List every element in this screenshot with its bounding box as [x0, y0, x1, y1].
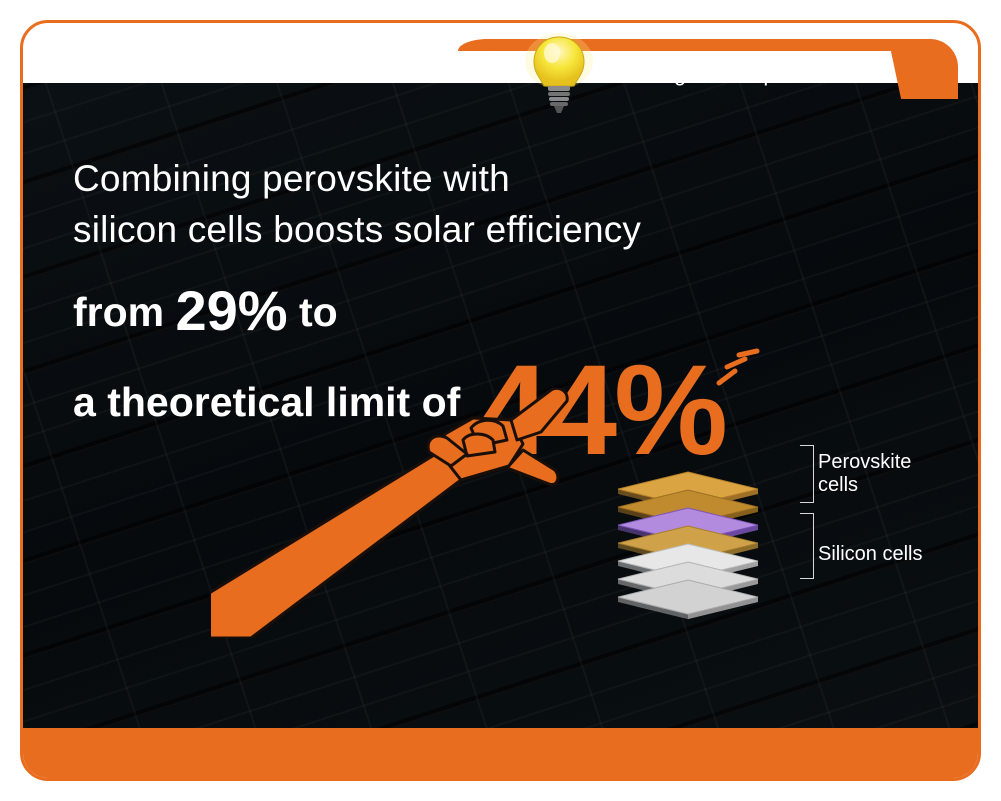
card-frame: Unlocking solar's potential Combi: [20, 20, 981, 781]
bracket-top: [800, 445, 814, 503]
from-word: from: [73, 289, 164, 335]
percent-from: 29%: [176, 279, 288, 342]
header-tab: Unlocking solar's potential: [458, 39, 958, 99]
lightbulb-icon: [524, 31, 594, 119]
intro-text: Combining perovskite with silicon cells …: [73, 153, 938, 255]
intro-line-1: Combining perovskite with: [73, 158, 510, 199]
label-top-text: Perovskitecells: [818, 451, 911, 496]
emphasis-sparks-icon: [713, 347, 761, 391]
label-bottom-text: Silicon cells: [818, 543, 922, 565]
cell-stack-diagram: [588, 452, 788, 672]
hero-panel: Combining perovskite with silicon cells …: [23, 83, 978, 728]
footer-bar: [23, 728, 978, 778]
stack-label-perovskite: Perovskitecells: [818, 451, 938, 497]
bracket-bottom: [800, 513, 814, 579]
pointing-hand-icon: [211, 388, 591, 638]
to-word: to: [299, 289, 338, 335]
stack-label-silicon: Silicon cells: [818, 543, 938, 566]
header-title: Unlocking solar's potential: [588, 61, 848, 87]
intro-line-2: silicon cells boosts solar efficiency: [73, 209, 641, 250]
